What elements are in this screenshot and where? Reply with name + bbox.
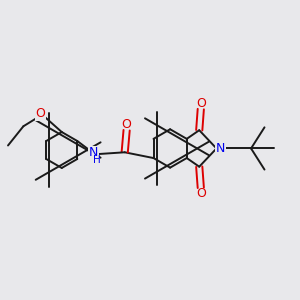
Text: O: O xyxy=(196,187,206,200)
Text: O: O xyxy=(35,107,45,120)
Text: N: N xyxy=(215,142,225,155)
Text: O: O xyxy=(196,97,206,110)
Text: N: N xyxy=(89,146,98,160)
Text: H: H xyxy=(93,155,101,165)
Text: O: O xyxy=(122,118,132,131)
